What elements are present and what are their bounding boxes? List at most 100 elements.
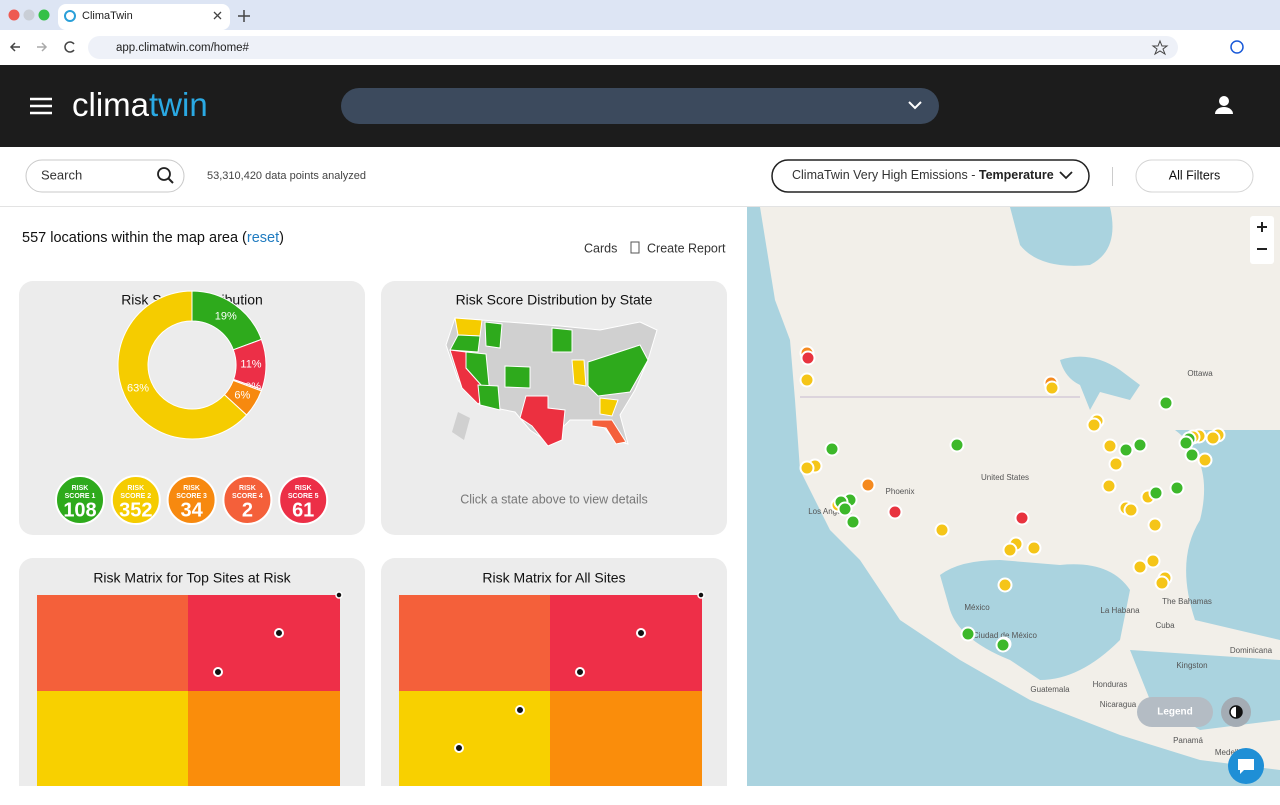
state-map[interactable] bbox=[445, 317, 658, 447]
legend-button[interactable] bbox=[1137, 697, 1213, 727]
state[interactable] bbox=[599, 397, 619, 417]
tab-title: ClimaTwin bbox=[82, 10, 133, 22]
scenario-text: ClimaTwin Very High Emissions - Temperat… bbox=[792, 168, 1054, 182]
site-marker[interactable] bbox=[1158, 395, 1174, 411]
site-marker[interactable] bbox=[997, 577, 1013, 593]
map-markers bbox=[799, 345, 1226, 653]
site-marker[interactable] bbox=[799, 460, 815, 476]
site-marker[interactable] bbox=[837, 501, 853, 517]
site-dot[interactable] bbox=[697, 591, 705, 599]
menu-button[interactable] bbox=[30, 97, 52, 115]
bookmark-icon[interactable] bbox=[1151, 39, 1169, 56]
zoom-in[interactable] bbox=[1257, 222, 1267, 232]
risk-badge[interactable] bbox=[222, 475, 273, 525]
site-marker[interactable] bbox=[1002, 542, 1018, 558]
risk-badge[interactable] bbox=[278, 475, 329, 525]
badge-label: SCORE 2 bbox=[120, 493, 151, 500]
risk-badge[interactable] bbox=[166, 475, 217, 525]
reset-link[interactable]: reset bbox=[247, 230, 279, 246]
state[interactable] bbox=[551, 327, 573, 353]
site-dot[interactable] bbox=[515, 705, 525, 715]
window-close[interactable] bbox=[8, 9, 20, 21]
site-marker[interactable] bbox=[1169, 480, 1185, 496]
site-marker[interactable] bbox=[1178, 435, 1194, 451]
risk-badge[interactable] bbox=[55, 475, 105, 525]
site-marker[interactable] bbox=[1132, 559, 1148, 575]
state[interactable] bbox=[591, 419, 627, 445]
cards-link[interactable]: Cards bbox=[584, 241, 617, 255]
site-marker[interactable] bbox=[1014, 510, 1030, 526]
new-tab[interactable] bbox=[238, 10, 250, 22]
url-field[interactable] bbox=[88, 36, 1178, 59]
state[interactable] bbox=[484, 321, 503, 349]
site-marker[interactable] bbox=[1197, 452, 1213, 468]
site-marker[interactable] bbox=[1102, 438, 1118, 454]
state[interactable] bbox=[454, 317, 483, 337]
site-dot[interactable] bbox=[636, 628, 646, 638]
state[interactable] bbox=[452, 412, 470, 440]
site-marker[interactable] bbox=[1044, 380, 1060, 396]
search-field[interactable] bbox=[25, 159, 185, 193]
site-marker[interactable] bbox=[845, 514, 861, 530]
logo-twin: twin bbox=[149, 86, 208, 123]
matrix-cell bbox=[550, 595, 702, 691]
site-dot[interactable] bbox=[274, 628, 284, 638]
risk-badge[interactable] bbox=[110, 475, 161, 525]
forward-button[interactable] bbox=[37, 42, 48, 52]
location-dropdown[interactable] bbox=[341, 88, 939, 124]
site-marker[interactable] bbox=[1101, 478, 1117, 494]
tab-close[interactable] bbox=[213, 11, 222, 20]
site-marker[interactable] bbox=[1184, 447, 1200, 463]
site-marker[interactable] bbox=[1148, 485, 1164, 501]
gulf bbox=[940, 560, 1130, 680]
site-marker[interactable] bbox=[1026, 540, 1042, 556]
window-max[interactable] bbox=[38, 9, 50, 21]
state[interactable] bbox=[519, 395, 566, 447]
back-button[interactable] bbox=[9, 42, 20, 52]
risk-matrix bbox=[399, 591, 705, 786]
site-marker[interactable] bbox=[949, 437, 965, 453]
site-marker[interactable] bbox=[860, 477, 876, 493]
site-marker[interactable] bbox=[960, 626, 976, 642]
profile-icon[interactable] bbox=[1230, 40, 1244, 54]
scenario-dropdown[interactable] bbox=[771, 159, 1090, 193]
map[interactable]: Legend bbox=[747, 207, 1280, 786]
state[interactable] bbox=[477, 384, 501, 411]
site-dot[interactable] bbox=[335, 591, 343, 599]
site-marker[interactable] bbox=[824, 441, 840, 457]
reload-button[interactable] bbox=[64, 41, 75, 53]
site-marker[interactable] bbox=[800, 350, 816, 366]
location-count: 557 locations within the map area (reset… bbox=[22, 230, 284, 246]
site-marker[interactable] bbox=[1145, 553, 1161, 569]
window-min[interactable] bbox=[23, 9, 35, 21]
badge-label: SCORE 4 bbox=[232, 493, 263, 500]
site-marker[interactable] bbox=[934, 522, 950, 538]
state[interactable] bbox=[504, 365, 531, 389]
site-dot[interactable] bbox=[213, 667, 223, 677]
donut-slice[interactable] bbox=[117, 290, 248, 440]
site-dot[interactable] bbox=[575, 667, 585, 677]
site-marker[interactable] bbox=[1108, 456, 1124, 472]
site-marker[interactable] bbox=[1205, 430, 1221, 446]
state[interactable] bbox=[587, 344, 649, 397]
filters-button[interactable] bbox=[1135, 159, 1254, 193]
user-icon-head[interactable] bbox=[1219, 96, 1229, 106]
state[interactable] bbox=[571, 359, 587, 387]
site-marker[interactable] bbox=[799, 372, 815, 388]
site-marker[interactable] bbox=[1147, 517, 1163, 533]
site-marker[interactable] bbox=[1132, 437, 1148, 453]
tab[interactable] bbox=[58, 4, 230, 30]
state[interactable] bbox=[449, 334, 481, 353]
search-icon[interactable] bbox=[157, 167, 171, 181]
site-marker[interactable] bbox=[1086, 417, 1102, 433]
site-marker[interactable] bbox=[995, 637, 1011, 653]
site-marker[interactable] bbox=[1123, 502, 1139, 518]
site-marker[interactable] bbox=[1118, 442, 1134, 458]
site-marker[interactable] bbox=[887, 504, 903, 520]
logo[interactable]: climatwin bbox=[72, 86, 208, 123]
site-marker[interactable] bbox=[1154, 575, 1170, 591]
badge-count: 2 bbox=[242, 499, 253, 521]
site-dot[interactable] bbox=[454, 743, 464, 753]
create-report[interactable]: Create Report bbox=[647, 241, 726, 255]
